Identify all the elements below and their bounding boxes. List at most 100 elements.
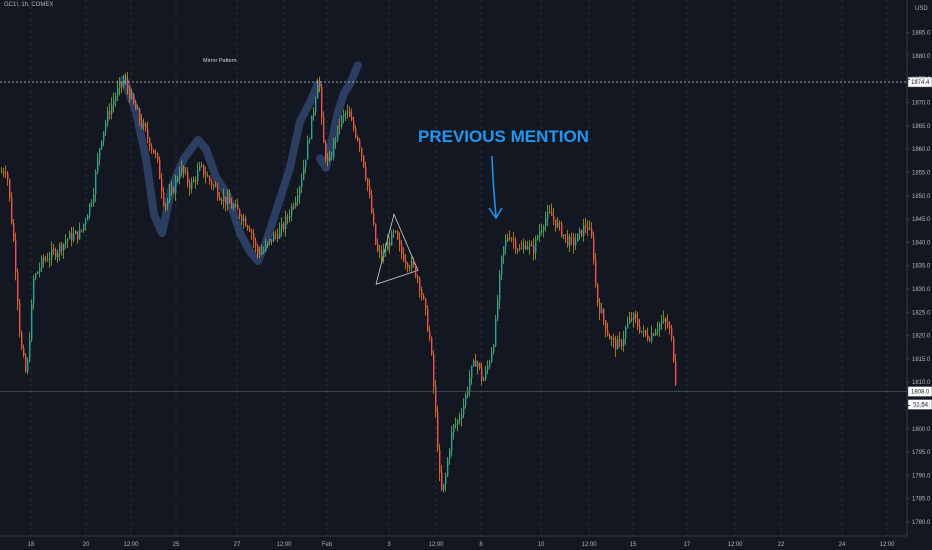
price-levels: 1874.4 1808.0 51:54	[0, 76, 932, 410]
candle-body	[535, 238, 537, 254]
candle-body	[263, 250, 265, 253]
candle-body	[585, 225, 587, 227]
candle-body	[305, 159, 307, 168]
candle-body	[93, 194, 95, 204]
candle-body	[359, 140, 361, 149]
candle-body	[239, 209, 241, 217]
candle-body	[385, 250, 387, 252]
time-axis[interactable]: 18 20 12:00 25 27 12:00 Feb 3 12:00 8 10 12:00 15 17 1…	[28, 542, 896, 548]
candle-body	[35, 273, 37, 279]
y-tick-label: 1825.0	[912, 310, 931, 316]
candle-body	[345, 112, 347, 115]
candle-body	[367, 178, 369, 187]
candle-body	[675, 361, 677, 385]
candle-body	[541, 230, 543, 232]
candle-body	[431, 337, 433, 355]
candle-body	[405, 260, 407, 264]
candle-body	[539, 231, 541, 237]
candle-body	[243, 218, 245, 221]
candle-body	[29, 340, 31, 361]
candle-body	[595, 260, 597, 284]
candle-body	[571, 237, 573, 238]
candle-body	[205, 174, 207, 177]
candle-body	[441, 472, 443, 490]
candle-body	[453, 425, 455, 433]
chart-grid	[30, 0, 888, 536]
candle-body	[515, 240, 517, 250]
candle-body	[69, 232, 71, 240]
price-level-box	[907, 76, 932, 88]
candle-body	[389, 242, 391, 246]
candle-body	[607, 330, 609, 336]
candle-body	[107, 110, 109, 124]
candle-body	[25, 355, 27, 372]
candle-body	[231, 203, 233, 209]
candle-body	[373, 212, 375, 224]
candle-body	[413, 260, 415, 266]
candle-body	[291, 206, 293, 216]
candle-body	[133, 94, 135, 103]
candle-body	[501, 256, 503, 275]
price-level-box	[907, 386, 932, 397]
candle-body	[97, 158, 99, 173]
candle-body	[581, 229, 583, 236]
candle-body	[399, 239, 401, 245]
candle-body	[149, 138, 151, 147]
x-tick-label: 25	[173, 542, 180, 548]
candle-body	[41, 257, 43, 269]
candle-body	[605, 320, 607, 331]
candle-body	[333, 141, 335, 158]
candle-body	[561, 223, 563, 237]
x-tick-label: 12:00	[428, 542, 444, 548]
candle-body	[91, 203, 93, 205]
candle-body	[83, 223, 85, 231]
candle-body	[179, 174, 181, 180]
candle-body	[455, 424, 457, 426]
candle-body	[593, 236, 595, 261]
x-tick-label: 8	[479, 542, 483, 548]
candle-body	[411, 260, 413, 268]
candle-body	[11, 197, 13, 224]
candle-body	[491, 352, 493, 362]
candle-body	[319, 82, 321, 87]
candle-body	[529, 244, 531, 247]
candle-body	[103, 131, 105, 141]
candle-body	[115, 96, 117, 101]
candle-body	[311, 115, 313, 140]
x-tick-label: 20	[83, 542, 90, 548]
candle-body	[19, 302, 21, 333]
candle-body	[587, 226, 589, 230]
price-axis[interactable]: USD 1780.0 1785.0 1790.0 1795.0 1800.0 1805.0…	[907, 6, 931, 526]
y-tick-label: 1840.0	[912, 240, 931, 246]
candle-body	[509, 237, 511, 240]
candle-body	[551, 211, 553, 216]
candle-body	[331, 157, 333, 159]
candle-body	[307, 140, 309, 160]
candle-body	[181, 166, 183, 175]
y-tick-label: 1820.0	[912, 334, 931, 340]
candle-body	[191, 181, 193, 189]
candle-body	[507, 237, 509, 241]
candle-body	[265, 244, 267, 251]
candle-body	[321, 86, 323, 118]
candle-body	[247, 225, 249, 229]
candle-body	[649, 339, 651, 341]
candle-body	[131, 94, 133, 99]
candle-body	[563, 234, 565, 237]
candle-body	[77, 231, 79, 239]
candle-body	[487, 366, 489, 370]
x-tick-label: 12:00	[727, 542, 743, 548]
candle-body	[187, 171, 189, 183]
candle-body	[445, 475, 447, 485]
candle-body	[499, 274, 501, 301]
candle-body	[99, 148, 101, 159]
candle-body	[245, 218, 247, 226]
candle-body	[323, 117, 325, 143]
y-tick-label: 1815.0	[912, 357, 931, 363]
candle-body	[589, 228, 591, 230]
candle-body	[5, 172, 7, 174]
candle-body	[625, 327, 627, 339]
price-level-label: 1874.4	[911, 80, 930, 86]
candle-body	[461, 414, 463, 419]
